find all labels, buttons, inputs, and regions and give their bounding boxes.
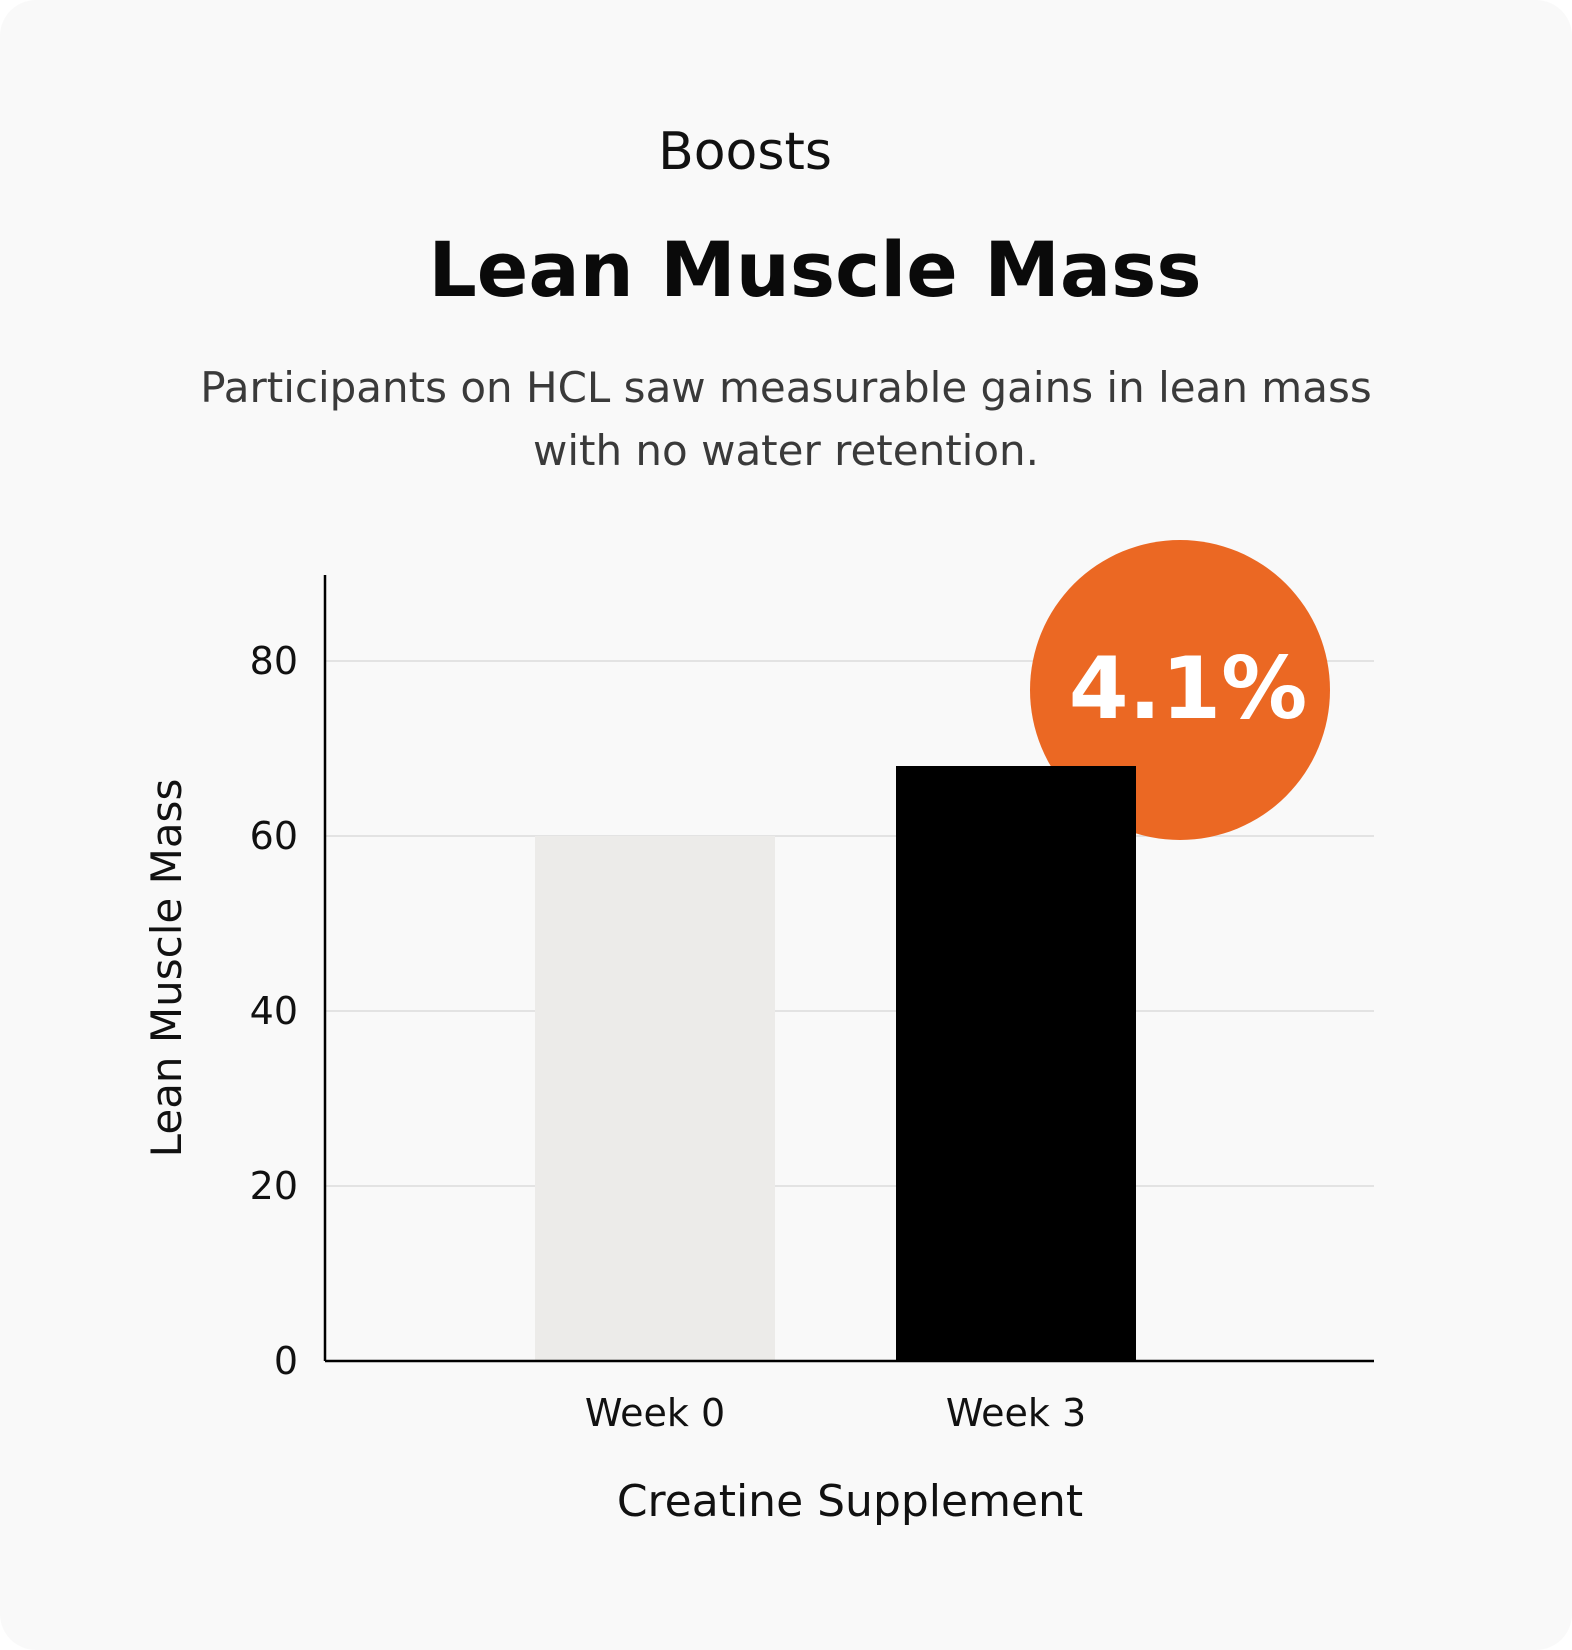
- x-tick-label-week-3: Week 3: [946, 1391, 1086, 1435]
- bar-week-3: [896, 766, 1136, 1361]
- x-tick-label-week-0: Week 0: [585, 1391, 725, 1435]
- y-tick-label-40: 40: [250, 989, 298, 1033]
- annotation-value: 4.1%: [1069, 639, 1308, 739]
- bars: [535, 836, 775, 1361]
- y-tick-label-0: 0: [274, 1339, 298, 1383]
- tick-labels: 0 20 40 60 80 Week 0 Week 3 Creatine Supplement…: [142, 639, 1086, 1527]
- x-axis-label: Creatine Supplement: [617, 1476, 1083, 1527]
- eyebrow-label: Boosts: [658, 122, 832, 182]
- y-tick-label-80: 80: [250, 639, 298, 683]
- annotation-circle: [1030, 540, 1330, 840]
- annotation-badge: 4.1%: [896, 540, 1330, 1361]
- page-title: Lean Muscle Mass: [428, 225, 1202, 314]
- bar-week-0: [535, 836, 775, 1361]
- subtitle: Participants on HCL saw measurable gains…: [200, 363, 1372, 475]
- y-tick-label-60: 60: [250, 814, 298, 858]
- y-axis-label: Lean Muscle Mass: [142, 779, 191, 1158]
- axes: [323, 575, 1374, 1363]
- y-tick-label-20: 20: [250, 1164, 298, 1208]
